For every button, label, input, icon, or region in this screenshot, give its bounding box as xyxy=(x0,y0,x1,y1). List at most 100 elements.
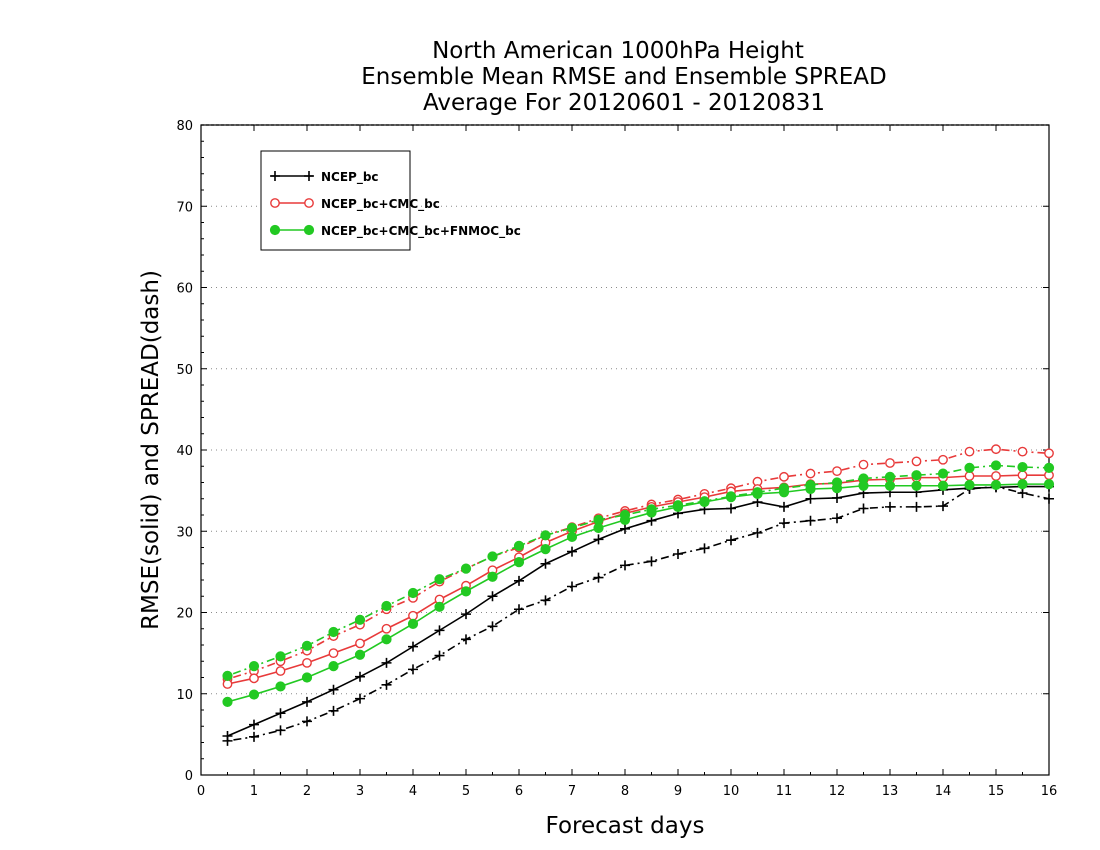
legend-label: NCEP_bc xyxy=(321,170,379,185)
y-axis-title: RMSE(solid) and SPREAD(dash) xyxy=(138,270,164,630)
spread-point xyxy=(858,503,869,514)
rmse-point xyxy=(805,483,816,495)
rmse-point xyxy=(619,514,631,525)
x-tick-label: 14 xyxy=(935,784,952,799)
spread-point xyxy=(513,540,525,551)
rmse-point xyxy=(275,708,286,719)
y-tick-label: 80 xyxy=(176,119,193,134)
spread-line xyxy=(227,448,1050,680)
rmse-point xyxy=(460,586,472,597)
spread-point xyxy=(805,468,816,479)
rmse-point xyxy=(725,492,737,503)
x-tick-label: 12 xyxy=(829,784,846,799)
y-tick-label: 0 xyxy=(185,769,193,784)
y-tick-label: 60 xyxy=(176,282,193,297)
rmse-point xyxy=(513,557,525,568)
rmse-point xyxy=(937,480,949,491)
legend-box xyxy=(260,150,411,251)
rmse-point xyxy=(514,575,524,586)
rmse-point xyxy=(381,634,392,645)
x-tick-label: 6 xyxy=(515,784,523,799)
spread-point xyxy=(885,501,895,512)
spread-point xyxy=(779,518,789,529)
rmse-point xyxy=(461,609,471,620)
spread-point xyxy=(673,549,683,559)
rmse-point xyxy=(487,591,498,602)
rmse-point xyxy=(566,531,578,543)
legend-item: NCEP_bc+CMC_bc xyxy=(270,197,440,212)
rmse-point xyxy=(381,623,392,634)
x-tick-label: 5 xyxy=(462,784,470,799)
rmse-point xyxy=(355,638,365,649)
rmse-point xyxy=(540,544,551,555)
spread-point xyxy=(381,679,392,690)
rmse-line xyxy=(227,483,1049,703)
chart-title-line-3: Average For 20120601 - 20120831 xyxy=(423,90,825,116)
rmse-point xyxy=(567,546,577,557)
chart-title-line-1: North American 1000hPa Height xyxy=(432,38,804,64)
spread-point xyxy=(832,513,842,524)
spread-point xyxy=(275,725,286,736)
rmse-point xyxy=(222,679,233,689)
x-tick-label: 0 xyxy=(197,784,205,799)
rmse-point xyxy=(884,480,896,491)
spread-point xyxy=(699,543,710,554)
x-tick-label: 1 xyxy=(250,784,258,799)
spread-point xyxy=(1043,462,1055,473)
legend-marker xyxy=(270,198,280,208)
rmse-point xyxy=(778,487,790,498)
spread-point xyxy=(407,587,419,599)
rmse-point xyxy=(249,673,259,684)
spread-point xyxy=(302,716,312,727)
rmse-point xyxy=(487,571,498,582)
spread-point xyxy=(248,661,260,672)
rmse-point xyxy=(911,480,922,491)
rmse-point xyxy=(964,471,975,481)
rmse-point xyxy=(275,666,286,676)
rmse-point xyxy=(831,483,843,494)
rmse-point xyxy=(408,610,418,621)
spread-point xyxy=(990,460,1002,471)
rmse-point xyxy=(990,479,1002,491)
legend-marker xyxy=(303,224,315,236)
rmse-point xyxy=(858,480,869,491)
spread-point xyxy=(301,640,313,651)
series-3 xyxy=(222,460,1055,707)
spread-point xyxy=(884,471,896,482)
spread-point xyxy=(938,454,948,465)
rmse-point xyxy=(779,501,789,512)
x-tick-label: 16 xyxy=(1041,784,1058,799)
legend-item: NCEP_bc+CMC_bc+FNMOC_bc xyxy=(269,224,521,239)
spread-point xyxy=(461,634,471,645)
rmse-point xyxy=(275,681,286,692)
rmse-point xyxy=(302,657,312,668)
x-tick-label: 11 xyxy=(776,784,793,799)
spread-point xyxy=(1044,493,1054,504)
spread-point xyxy=(937,468,949,479)
x-tick-label: 10 xyxy=(723,784,740,799)
spread-point xyxy=(408,664,418,675)
rmse-point xyxy=(408,641,418,652)
y-tick-label: 10 xyxy=(176,688,193,703)
y-tick-label: 20 xyxy=(176,607,193,622)
rmse-point xyxy=(646,507,657,518)
rmse-point xyxy=(1043,479,1055,490)
spread-point xyxy=(328,626,339,638)
rmse-point xyxy=(832,492,842,503)
spread-line xyxy=(227,464,1050,677)
x-tick-label: 9 xyxy=(674,784,682,799)
spread-point xyxy=(858,459,869,470)
spread-point xyxy=(964,446,975,457)
spread-point xyxy=(460,563,472,574)
series-lines xyxy=(222,444,1055,746)
spread-point xyxy=(991,444,1001,455)
spread-point xyxy=(567,581,577,592)
spread-point xyxy=(911,456,922,467)
spread-point xyxy=(1044,448,1054,459)
spread-point xyxy=(434,650,445,661)
legend-marker xyxy=(269,224,281,236)
chart-title-line-2: Ensemble Mean RMSE and Ensemble SPREAD xyxy=(361,64,886,90)
rmse-point xyxy=(328,661,339,672)
